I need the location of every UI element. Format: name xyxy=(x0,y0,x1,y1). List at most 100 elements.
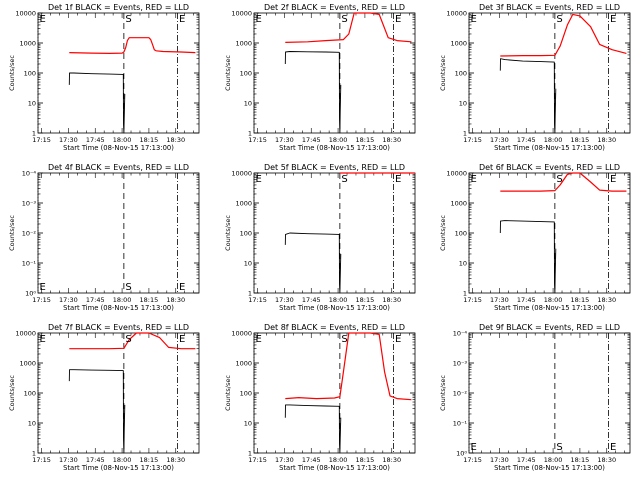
panel-1: Det 1f BLACK = Events, RED = LLD 1 10 100 10… xyxy=(8,3,200,152)
x-tick-label: 18:15 xyxy=(356,136,375,144)
x-tick-label: 18:00 xyxy=(544,456,563,464)
marker-label: S xyxy=(125,14,131,25)
y-tick-label: 10 xyxy=(244,100,252,108)
x-tick-label: 18:00 xyxy=(544,136,563,144)
panel-title: Det 3f BLACK = Events, RED = LLD xyxy=(479,3,620,12)
y-tick-label: 10 xyxy=(28,420,36,428)
panel-title: Det 1f BLACK = Events, RED = LLD xyxy=(48,3,189,12)
y-tick-label: 1000 xyxy=(235,200,252,208)
x-tick-label: 17:45 xyxy=(302,456,321,464)
y-tick-label: 10000 xyxy=(446,10,467,18)
x-tick-label: 17:30 xyxy=(490,296,509,304)
series-line-events xyxy=(499,220,557,294)
y-tick-label: 1 xyxy=(248,290,252,298)
x-axis-label: Start Time (08-Nov-15 17:13:00) xyxy=(63,464,174,472)
x-tick-label: 17:15 xyxy=(463,136,482,144)
marker-label: E xyxy=(40,14,46,25)
x-tick-label: 18:00 xyxy=(544,296,563,304)
panel-title: Det 8f BLACK = Events, RED = LLD xyxy=(264,323,405,332)
panel-title: Det 7f BLACK = Events, RED = LLD xyxy=(48,323,189,332)
x-axis-label: Start Time (08-Nov-15 17:13:00) xyxy=(279,144,390,152)
series-line-lld xyxy=(69,37,196,55)
y-tick-label: 100 xyxy=(24,70,36,78)
series-line-lld xyxy=(285,332,412,401)
x-tick-label: 18:15 xyxy=(571,136,590,144)
x-tick-label: 17:30 xyxy=(490,136,509,144)
marker-label: E xyxy=(395,174,401,185)
y-axis-label: Counts/sec xyxy=(8,55,16,91)
y-tick-label: 10⁻¹ xyxy=(22,260,37,268)
x-tick-label: 18:30 xyxy=(166,136,185,144)
x-axis-label: Start Time (08-Nov-15 17:13:00) xyxy=(279,304,390,312)
marker-label: S xyxy=(556,14,562,25)
series-line-events xyxy=(499,58,557,134)
x-tick-label: 18:00 xyxy=(329,136,348,144)
marker-label: S xyxy=(556,174,562,185)
marker-label: S xyxy=(556,442,562,453)
x-tick-label: 17:45 xyxy=(302,136,321,144)
y-tick-label: 100 xyxy=(455,70,467,78)
panel-title: Det 4f BLACK = Events, RED = LLD xyxy=(48,163,189,172)
x-tick-label: 17:15 xyxy=(248,296,267,304)
x-tick-label: 18:30 xyxy=(382,136,401,144)
series-line-events xyxy=(68,72,126,134)
x-tick-label: 18:30 xyxy=(166,456,185,464)
y-tick-label: 100 xyxy=(240,230,252,238)
x-tick-label: 18:15 xyxy=(356,456,375,464)
x-tick-label: 18:30 xyxy=(382,296,401,304)
y-axis-label: Counts/sec xyxy=(8,215,16,251)
y-tick-label: 10000 xyxy=(231,10,252,18)
x-tick-label: 17:45 xyxy=(302,296,321,304)
y-tick-label: 10⁰ xyxy=(456,450,467,458)
series-line-lld xyxy=(285,12,412,43)
y-tick-label: 10000 xyxy=(15,330,36,338)
x-tick-label: 18:15 xyxy=(140,296,159,304)
x-tick-label: 17:45 xyxy=(517,456,536,464)
y-tick-label: 1000 xyxy=(235,40,252,48)
panel-title: Det 9f BLACK = Events, RED = LLD xyxy=(479,323,620,332)
marker-label: S xyxy=(125,282,131,293)
x-tick-label: 18:00 xyxy=(329,296,348,304)
panel-title: Det 6f BLACK = Events, RED = LLD xyxy=(479,163,620,172)
y-tick-label: 100 xyxy=(240,390,252,398)
y-axis-label: Counts/sec xyxy=(439,215,447,251)
y-tick-label: 10⁻⁴ xyxy=(453,330,468,338)
y-tick-label: 1000 xyxy=(450,40,467,48)
marker-label: E xyxy=(179,334,185,345)
series-line-lld xyxy=(500,13,627,57)
x-tick-label: 18:15 xyxy=(571,456,590,464)
y-tick-label: 10000 xyxy=(446,170,467,178)
y-axis-label: Counts/sec xyxy=(224,375,232,411)
panel-3: Det 3f BLACK = Events, RED = LLD 1 10 100 10… xyxy=(439,3,631,152)
marker-label: E xyxy=(40,282,46,293)
x-tick-label: 18:15 xyxy=(140,456,159,464)
y-axis-label: Counts/sec xyxy=(439,55,447,91)
x-tick-label: 17:30 xyxy=(59,136,78,144)
x-tick-label: 17:45 xyxy=(86,296,105,304)
x-tick-label: 17:15 xyxy=(32,296,51,304)
x-tick-label: 17:45 xyxy=(517,296,536,304)
marker-label: E xyxy=(256,334,262,345)
x-axis-label: Start Time (08-Nov-15 17:13:00) xyxy=(494,144,605,152)
y-tick-label: 10⁻⁴ xyxy=(22,170,37,178)
marker-label: E xyxy=(395,14,401,25)
y-tick-label: 1 xyxy=(248,130,252,138)
marker-label: E xyxy=(610,14,616,25)
marker-label: S xyxy=(341,14,347,25)
x-tick-label: 17:45 xyxy=(86,136,105,144)
panel-7: Det 7f BLACK = Events, RED = LLD 1 10 100 10… xyxy=(8,323,200,472)
x-tick-label: 18:00 xyxy=(329,456,348,464)
marker-label: S xyxy=(125,334,131,345)
x-tick-label: 17:45 xyxy=(86,456,105,464)
y-tick-label: 1 xyxy=(463,290,467,298)
panel-2: Det 2f BLACK = Events, RED = LLD 1 10 100 10… xyxy=(224,3,416,152)
y-tick-label: 1 xyxy=(248,450,252,458)
x-tick-label: 17:30 xyxy=(59,456,78,464)
marker-label: E xyxy=(256,174,262,185)
x-tick-label: 17:15 xyxy=(248,456,267,464)
y-tick-label: 10 xyxy=(459,100,467,108)
marker-label: E xyxy=(395,334,401,345)
y-tick-label: 10⁻² xyxy=(453,390,468,398)
y-tick-label: 1000 xyxy=(19,360,36,368)
